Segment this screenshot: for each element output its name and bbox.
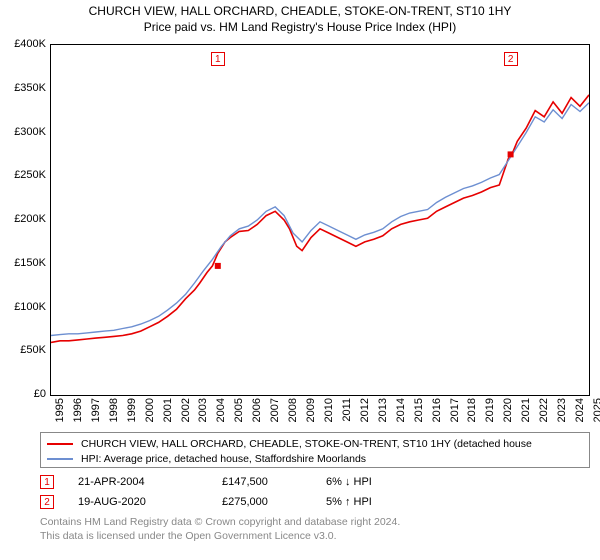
legend-swatch-0 xyxy=(47,443,73,445)
datapoint-marker-1: 2 xyxy=(40,495,54,509)
x-tick-label: 1996 xyxy=(72,398,84,432)
legend-swatch-1 xyxy=(47,458,73,460)
y-tick-label: £400K xyxy=(2,38,46,50)
x-tick-label: 2007 xyxy=(269,398,281,432)
series-line xyxy=(51,95,589,343)
y-tick-label: £100K xyxy=(2,301,46,313)
series-marker xyxy=(215,263,221,269)
x-tick-label: 2001 xyxy=(162,398,174,432)
x-tick-label: 2022 xyxy=(538,398,550,432)
x-tick-label: 2014 xyxy=(395,398,407,432)
y-tick-label: £200K xyxy=(2,213,46,225)
x-tick-label: 2017 xyxy=(449,398,461,432)
x-tick-label: 2013 xyxy=(377,398,389,432)
legend-box: CHURCH VIEW, HALL ORCHARD, CHEADLE, STOK… xyxy=(40,432,590,468)
datapoint-date-1: 19-AUG-2020 xyxy=(78,496,198,508)
legend-label-1: HPI: Average price, detached house, Staf… xyxy=(81,453,366,465)
x-tick-label: 2011 xyxy=(341,398,353,432)
x-tick-label: 2009 xyxy=(305,398,317,432)
chart-svg xyxy=(51,45,589,395)
datapoint-date-0: 21-APR-2004 xyxy=(78,476,198,488)
x-tick-label: 1999 xyxy=(126,398,138,432)
series-line xyxy=(51,103,589,336)
chart-plot-area: 12 xyxy=(50,44,590,396)
chart-title-sub: Price paid vs. HM Land Registry's House … xyxy=(0,20,600,34)
x-tick-label: 2016 xyxy=(431,398,443,432)
x-tick-label: 2003 xyxy=(197,398,209,432)
chart-top-marker: 2 xyxy=(504,52,518,66)
x-tick-label: 2019 xyxy=(484,398,496,432)
datapoint-price-0: £147,500 xyxy=(222,476,302,488)
x-tick-label: 2004 xyxy=(215,398,227,432)
x-tick-label: 1997 xyxy=(90,398,102,432)
footer-attribution: Contains HM Land Registry data © Crown c… xyxy=(40,516,590,543)
y-tick-label: £150K xyxy=(2,257,46,269)
x-tick-label: 2015 xyxy=(413,398,425,432)
x-tick-label: 2012 xyxy=(359,398,371,432)
y-tick-label: £0 xyxy=(2,388,46,400)
x-tick-label: 1998 xyxy=(108,398,120,432)
x-tick-label: 2020 xyxy=(502,398,514,432)
y-tick-label: £350K xyxy=(2,82,46,94)
x-tick-label: 2005 xyxy=(233,398,245,432)
legend-row-0: CHURCH VIEW, HALL ORCHARD, CHEADLE, STOK… xyxy=(47,436,583,451)
y-tick-label: £250K xyxy=(2,169,46,181)
chart-title-main: CHURCH VIEW, HALL ORCHARD, CHEADLE, STOK… xyxy=(0,4,600,18)
x-tick-label: 2008 xyxy=(287,398,299,432)
y-tick-label: £300K xyxy=(2,126,46,138)
datapoint-row-0: 1 21-APR-2004 £147,500 6% ↓ HPI xyxy=(40,472,590,492)
datapoints-table: 1 21-APR-2004 £147,500 6% ↓ HPI 2 19-AUG… xyxy=(40,472,590,512)
x-tick-label: 2021 xyxy=(520,398,532,432)
footer-line-2: This data is licensed under the Open Gov… xyxy=(40,530,590,544)
y-tick-label: £50K xyxy=(2,344,46,356)
legend-label-0: CHURCH VIEW, HALL ORCHARD, CHEADLE, STOK… xyxy=(81,438,532,450)
x-tick-label: 2018 xyxy=(466,398,478,432)
chart-title-block: CHURCH VIEW, HALL ORCHARD, CHEADLE, STOK… xyxy=(0,0,600,34)
datapoint-price-1: £275,000 xyxy=(222,496,302,508)
x-tick-label: 2002 xyxy=(180,398,192,432)
datapoint-delta-1: 5% ↑ HPI xyxy=(326,496,416,508)
legend-row-1: HPI: Average price, detached house, Staf… xyxy=(47,451,583,466)
x-tick-label: 2006 xyxy=(251,398,263,432)
series-marker xyxy=(508,151,514,157)
datapoint-delta-0: 6% ↓ HPI xyxy=(326,476,416,488)
footer-line-1: Contains HM Land Registry data © Crown c… xyxy=(40,516,590,530)
x-tick-label: 2000 xyxy=(144,398,156,432)
x-tick-label: 2010 xyxy=(323,398,335,432)
x-tick-label: 1995 xyxy=(54,398,66,432)
datapoint-row-1: 2 19-AUG-2020 £275,000 5% ↑ HPI xyxy=(40,492,590,512)
x-tick-label: 2025 xyxy=(592,398,600,432)
chart-top-marker: 1 xyxy=(211,52,225,66)
x-tick-label: 2024 xyxy=(574,398,586,432)
x-tick-label: 2023 xyxy=(556,398,568,432)
datapoint-marker-0: 1 xyxy=(40,475,54,489)
